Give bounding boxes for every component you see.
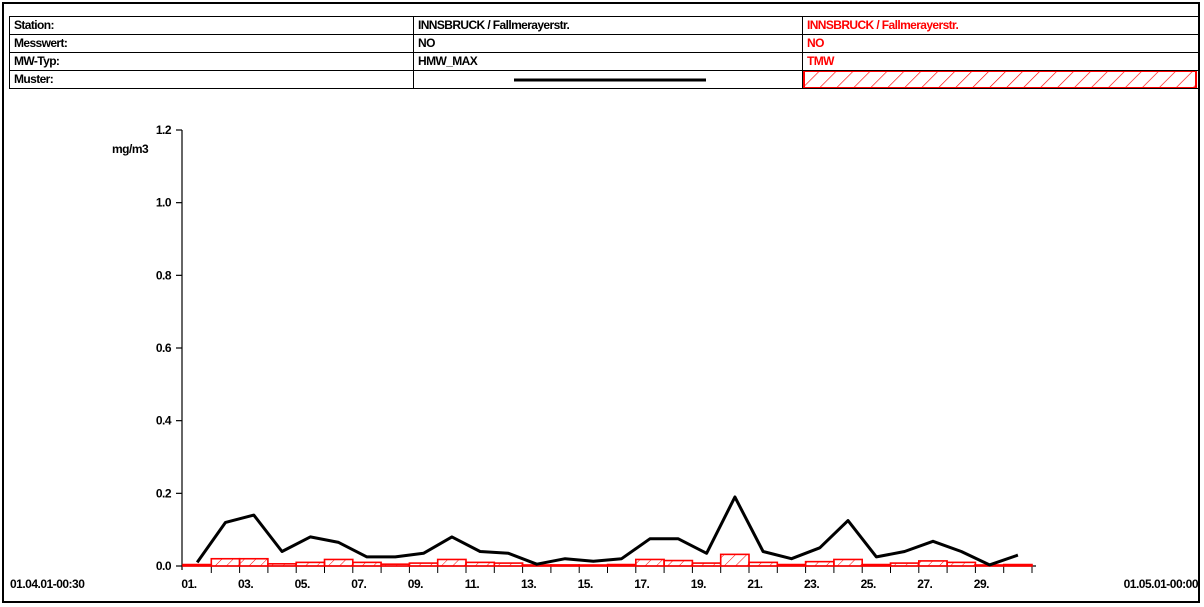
x-tick-label: 27. bbox=[917, 577, 932, 591]
series2-station: INNSBRUCK / Fallmerayerstr. bbox=[802, 16, 1199, 35]
tmw-bar bbox=[917, 560, 948, 567]
hatched-swatch bbox=[803, 71, 1197, 88]
x-tick-label: 13. bbox=[521, 577, 536, 591]
series1-station: INNSBRUCK / Fallmerayerstr. bbox=[413, 16, 803, 35]
x-tick-label: 09. bbox=[408, 577, 423, 591]
series2-pattern-swatch bbox=[802, 70, 1199, 89]
x-tick-label: 05. bbox=[295, 577, 310, 591]
tmw-bar bbox=[719, 553, 750, 567]
y-tick-label: 0.8 bbox=[156, 268, 172, 282]
tmw-bar bbox=[804, 560, 835, 567]
tmw-bar bbox=[833, 558, 864, 567]
tmw-bar bbox=[691, 562, 722, 567]
tmw-bar bbox=[210, 557, 241, 567]
x-start-label: 01.04.01-00:30 bbox=[10, 577, 85, 591]
x-tick-label: 23. bbox=[804, 577, 819, 591]
tmw-bar bbox=[861, 563, 892, 567]
x-tick-label: 29. bbox=[974, 577, 989, 591]
x-tick-label: 03. bbox=[238, 577, 253, 591]
tmw-bars bbox=[182, 553, 1033, 567]
x-tick-label: 01. bbox=[181, 577, 196, 591]
tmw-bar bbox=[606, 563, 637, 567]
tmw-bar bbox=[663, 559, 694, 567]
y-tick-label: 0.6 bbox=[156, 341, 172, 355]
tmw-bar bbox=[295, 561, 326, 567]
y-tick-label: 1.0 bbox=[156, 196, 172, 210]
info-label: Muster: bbox=[9, 70, 414, 89]
x-axis: 01. 03. 05. 07. 09. 11. 13. 15. 17. 19. 21. 23. 25. 2… bbox=[181, 565, 1036, 591]
info-row-messwert: Messwert: NO NO bbox=[9, 34, 1199, 53]
tmw-bar bbox=[323, 558, 354, 567]
tmw-bar bbox=[238, 557, 269, 567]
y-axis: 0.0 0.2 0.4 0.6 0.8 1.0 1.2 bbox=[156, 123, 183, 573]
tmw-bar bbox=[634, 558, 665, 567]
x-end-label: 01.05.01-00:00 bbox=[1124, 577, 1199, 591]
x-tick-label: 21. bbox=[747, 577, 762, 591]
y-tick-label: 0.2 bbox=[156, 486, 172, 500]
tmw-bar bbox=[946, 561, 977, 567]
tmw-bar bbox=[351, 561, 382, 567]
tmw-bar bbox=[267, 563, 297, 567]
tmw-bar bbox=[776, 563, 807, 567]
tmw-bar bbox=[550, 564, 581, 567]
y-tick-label: 0.0 bbox=[156, 559, 172, 573]
tmw-bar bbox=[748, 561, 779, 567]
tmw-bar bbox=[889, 562, 920, 567]
x-tick-label: 11. bbox=[465, 577, 480, 591]
hmw-max-line bbox=[195, 495, 1019, 567]
y-tick-label: 0.4 bbox=[156, 414, 172, 428]
tmw-bar bbox=[578, 564, 609, 567]
x-tick-label: 19. bbox=[691, 577, 706, 591]
series1-pattern-swatch bbox=[413, 70, 803, 89]
info-row-station: Station: INNSBRUCK / Fallmerayerstr. INN… bbox=[9, 16, 1199, 35]
info-row-muster: Muster: bbox=[9, 70, 1199, 89]
tmw-bar bbox=[1002, 563, 1033, 567]
info-table: Station: INNSBRUCK / Fallmerayerstr. INN… bbox=[9, 16, 1199, 89]
x-tick-label: 17. bbox=[634, 577, 649, 591]
y-axis-label: mg/m3 bbox=[112, 142, 149, 156]
x-tick-label: 25. bbox=[861, 577, 876, 591]
y-tick-label: 1.2 bbox=[156, 123, 172, 137]
solid-line-swatch bbox=[514, 78, 706, 82]
tmw-bar bbox=[436, 558, 467, 567]
tmw-bar bbox=[182, 563, 213, 567]
tmw-bar bbox=[408, 562, 439, 567]
x-tick-label: 07. bbox=[351, 577, 366, 591]
tmw-bar bbox=[465, 561, 496, 567]
x-tick-label: 15. bbox=[578, 577, 593, 591]
tmw-bar bbox=[380, 563, 411, 567]
tmw-bar bbox=[493, 562, 524, 567]
